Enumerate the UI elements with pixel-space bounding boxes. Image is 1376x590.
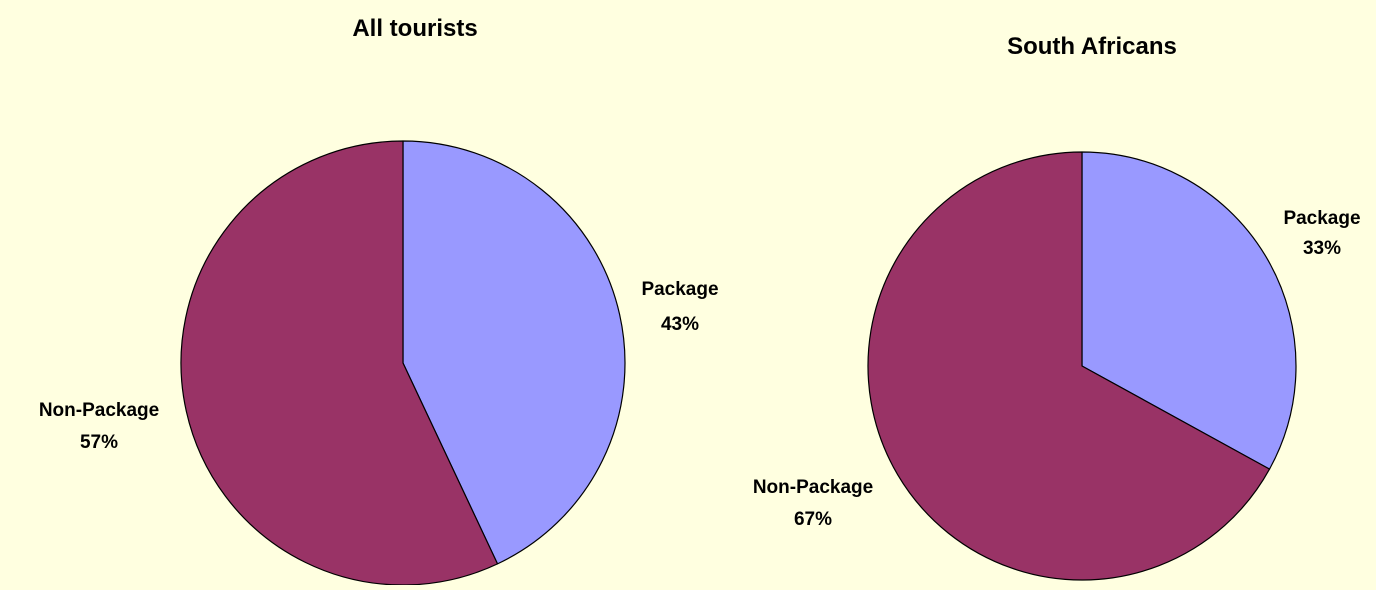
pie-slice-package (402, 140, 626, 565)
chart-title-all-tourists: All tourists (352, 15, 477, 42)
slice-percent-package: 33% (1303, 238, 1341, 259)
pie-chart-south-africans: South Africans Package 33% Non-Package 6… (753, 33, 1361, 581)
slice-percent-package: 43% (661, 314, 699, 335)
pie-slice-package (1081, 151, 1297, 470)
chart-title-south-africans: South Africans (1007, 33, 1177, 60)
slice-label-non-package: Non-Package (39, 400, 159, 421)
pie-chart-all-tourists: All tourists Package 43% Non-Package 57% (39, 15, 719, 586)
slice-label-package: Package (641, 279, 718, 300)
slice-label-non-package: Non-Package (753, 477, 873, 498)
pie-slice-non-package (867, 151, 1271, 581)
slice-percent-non-package: 57% (80, 432, 118, 453)
pie-slice-non-package (180, 140, 499, 586)
slice-label-package: Package (1283, 208, 1360, 229)
slice-percent-non-package: 67% (794, 509, 832, 530)
